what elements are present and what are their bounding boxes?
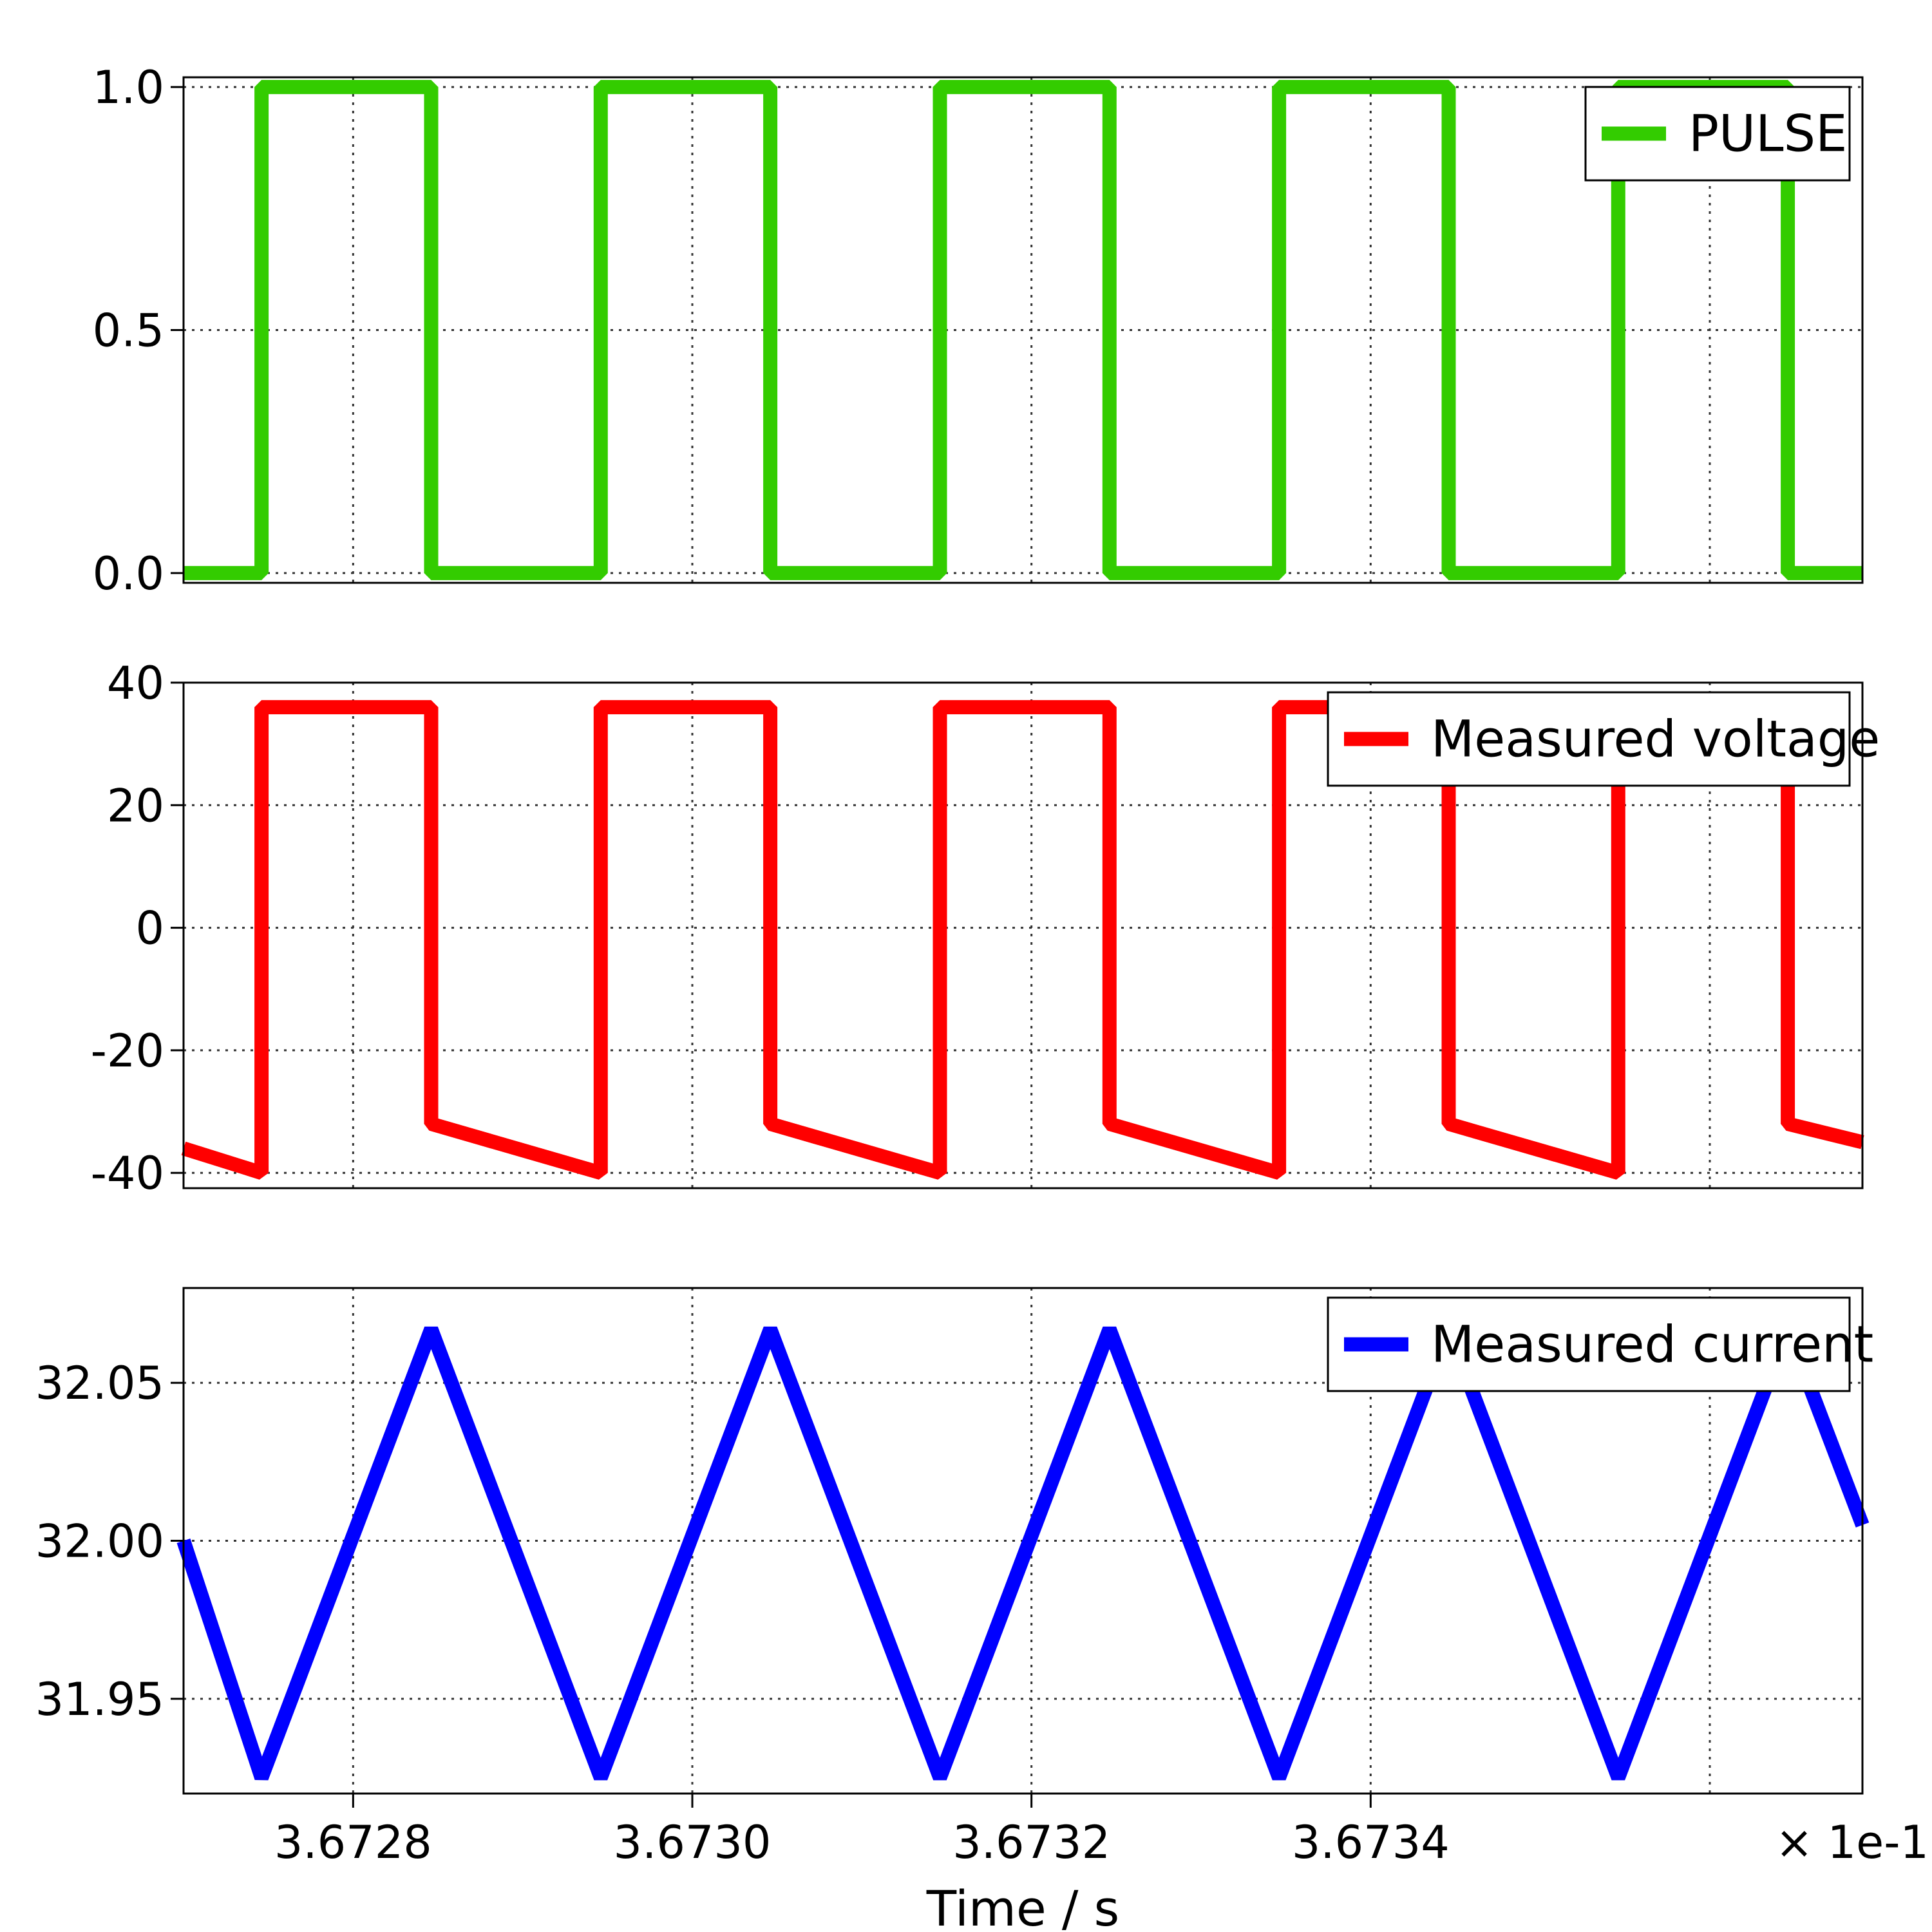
y-tick-label: 0 [135,902,164,955]
series-line [184,80,1862,580]
frame-voltage [182,681,1864,1189]
legend-box-voltage [1327,691,1851,787]
legend-current: Measured current [1327,1296,1873,1392]
legend-label-voltage: Measured voltage [1431,711,1880,769]
x-axis-label: Time / s [926,1880,1120,1932]
y-tick-label: 32.05 [35,1357,164,1410]
legend-box-current [1327,1296,1851,1392]
legend-label-current: Measured current [1431,1316,1873,1374]
series-line [176,1326,1870,1781]
plot-pulse: 0.0 0.5 1.0 PULSE [93,61,1864,600]
plot-voltage: -40 -20 0 20 40 Measured voltage [91,657,1880,1200]
y-ticks-current: 31.95 32.00 32.05 [35,1357,184,1726]
x-tick-label: 3.6732 [952,1816,1110,1869]
series-pulse [184,80,1862,580]
legend-pulse: PULSE [1584,86,1851,182]
y-tick-label: 0.0 [93,547,164,600]
y-tick-label: 32.00 [35,1515,164,1568]
x-tick-label: 3.6728 [274,1816,432,1869]
y-tick-label: 31.95 [35,1673,164,1726]
y-tick-label: 0.5 [93,305,164,357]
x-axis-offset-label: × 1e-1 [1776,1816,1929,1869]
x-tick-label: 3.6734 [1292,1816,1450,1869]
legend-voltage: Measured voltage [1327,691,1880,787]
y-ticks-pulse: 0.0 0.5 1.0 [93,61,184,600]
frame-pulse [182,76,1864,584]
y-tick-label: 40 [107,657,164,710]
y-tick-label: 20 [107,779,164,832]
y-tick-label: -40 [91,1147,164,1200]
plot-current: 31.95 32.00 32.05 Measured current [35,1287,1873,1795]
series-current [176,1326,1870,1781]
series-line [181,700,1864,1180]
frame-current [182,1287,1864,1795]
y-tick-label: -20 [91,1025,164,1077]
x-axis-ticks: 3.6728 3.6730 3.6732 3.6734 [274,1794,1450,1869]
y-ticks-voltage: -40 -20 0 20 40 [91,657,184,1200]
series-voltage [181,700,1864,1180]
y-tick-label: 1.0 [93,61,164,114]
x-tick-label: 3.6730 [614,1816,772,1869]
legend-label-pulse: PULSE [1689,106,1847,164]
